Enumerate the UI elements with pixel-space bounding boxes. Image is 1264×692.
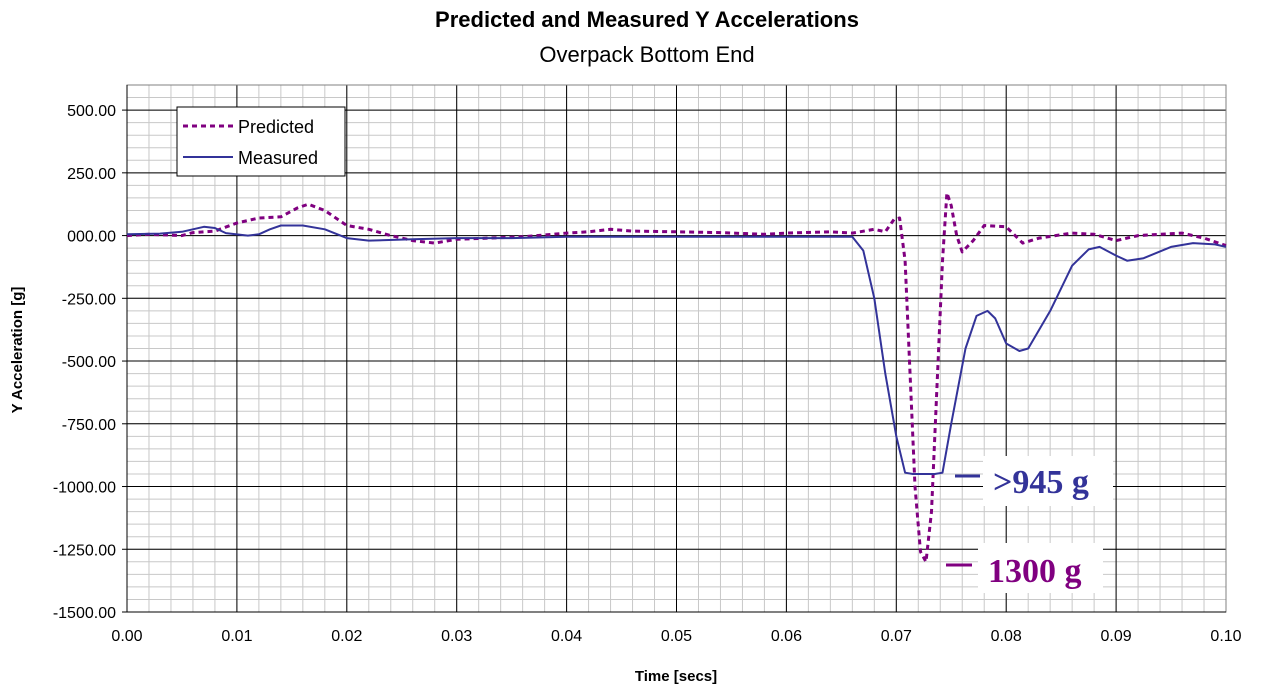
series-layer (126, 191, 1227, 564)
x-tick-label: 0.08 (991, 628, 1022, 645)
y-tick-label: 250.00 (67, 166, 116, 183)
x-tick-label: 0.09 (1101, 628, 1132, 645)
y-axis-label: Y Acceleration [g] (9, 287, 26, 414)
x-tick-label: 0.05 (661, 628, 692, 645)
x-tick-label: 0.10 (1210, 628, 1241, 645)
annotation-1300-text: 1300 g (988, 553, 1082, 590)
x-tick-label: 0.00 (111, 628, 142, 645)
y-tick-label: 000.00 (67, 229, 116, 246)
annotations: >945 g 1300 g (946, 456, 1113, 593)
x-tick-label: 0.03 (441, 628, 472, 645)
y-tick-labels: 500.00 250.00 000.00 -250.00 -500.00 -750.00 -… (53, 103, 116, 622)
y-tick-label: -1500.00 (53, 605, 116, 622)
annotation-1300-box (978, 543, 1103, 593)
y-tick-label: 500.00 (67, 103, 116, 120)
y-tick-label: -250.00 (62, 291, 116, 308)
legend-predicted-label: Predicted (238, 117, 314, 137)
y-tick-label: -500.00 (62, 354, 116, 371)
x-axis-label: Time [secs] (635, 668, 717, 685)
annotation-945-box (983, 456, 1113, 506)
annotation-945-text: >945 g (993, 464, 1089, 501)
axes (122, 85, 1226, 613)
y-tick-label: -1250.00 (53, 542, 116, 559)
legend-box (176, 106, 346, 177)
y-tick-label: -750.00 (62, 417, 116, 434)
x-tick-label: 0.04 (551, 628, 582, 645)
y-tick-label: -1000.00 (53, 480, 116, 497)
chart-subtitle: Overpack Bottom End (539, 42, 754, 67)
legend: Predicted Measured (176, 106, 346, 177)
x-tick-label: 0.02 (331, 628, 362, 645)
legend-measured-label: Measured (238, 148, 318, 168)
series-line-predicted (126, 191, 1227, 564)
x-tick-label: 0.07 (881, 628, 912, 645)
x-tick-label: 0.01 (221, 628, 252, 645)
x-tick-label: 0.06 (771, 628, 802, 645)
x-tick-labels: 0.00 0.01 0.02 0.03 0.04 0.05 0.06 0.07 0.08 0.09… (111, 628, 1241, 645)
chart-title: Predicted and Measured Y Accelerations (435, 7, 859, 32)
series-line-measured (126, 224, 1227, 475)
